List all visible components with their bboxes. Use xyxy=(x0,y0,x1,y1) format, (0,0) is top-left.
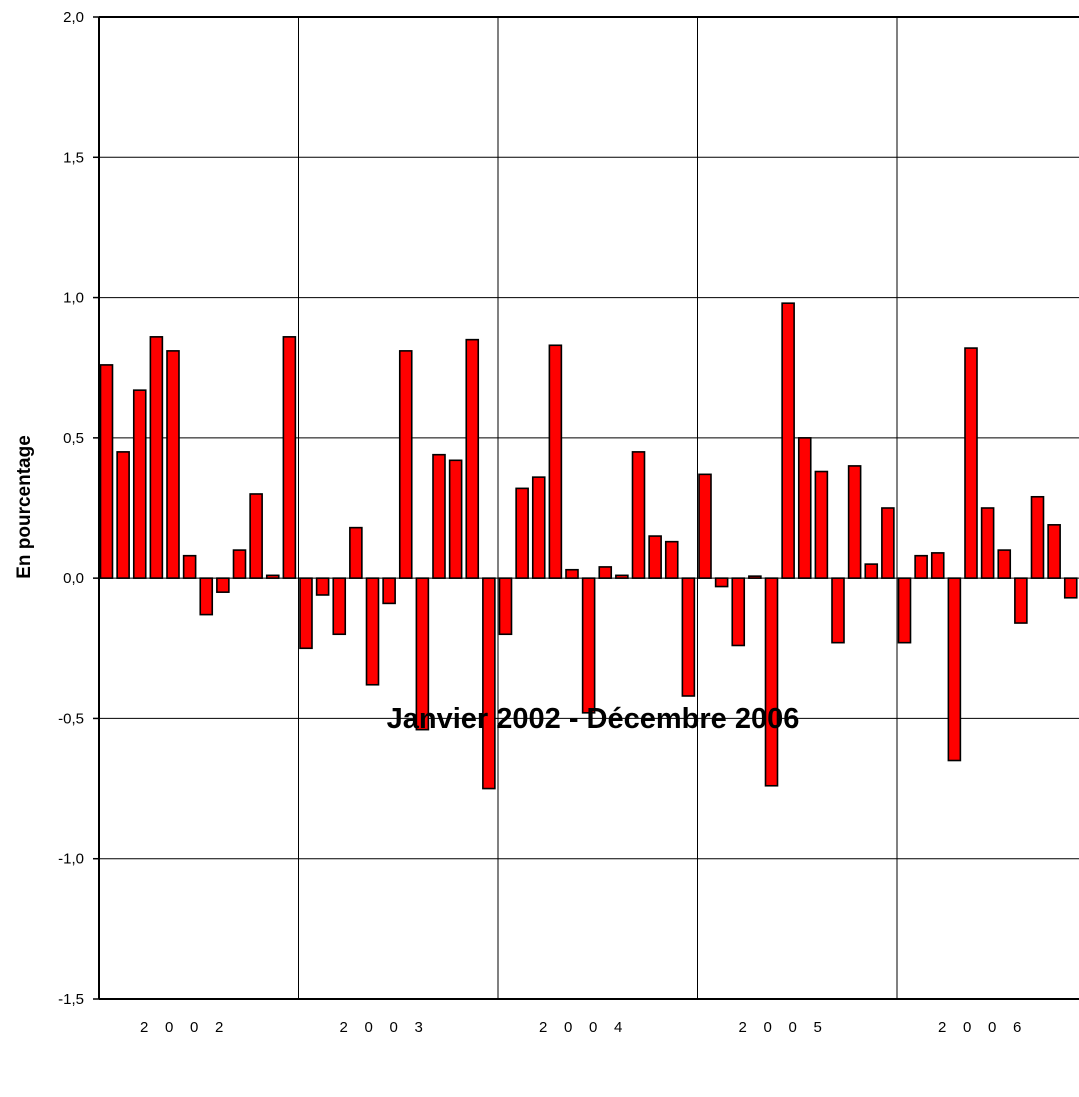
bar xyxy=(149,336,164,579)
bar xyxy=(731,577,746,647)
bar xyxy=(465,338,480,579)
bar xyxy=(498,577,513,636)
x-tick-label-year: 2 0 0 5 xyxy=(739,1019,822,1036)
y-tick-label: 1,0 xyxy=(63,290,84,307)
bar xyxy=(581,577,596,714)
bar xyxy=(881,507,895,579)
x-tick-label-year: 2 0 0 2 xyxy=(140,1019,223,1036)
bar xyxy=(315,577,330,596)
axes xyxy=(93,16,1079,1000)
bar xyxy=(166,350,180,579)
bar xyxy=(980,507,995,579)
bar xyxy=(947,577,962,762)
bar xyxy=(897,577,912,644)
y-tick-label: 0,5 xyxy=(63,430,84,447)
bar xyxy=(664,540,679,579)
bar xyxy=(531,476,546,579)
bar xyxy=(914,554,928,579)
bar xyxy=(797,437,812,579)
bar xyxy=(398,350,413,579)
bar xyxy=(199,577,214,616)
bar xyxy=(930,552,945,579)
bar xyxy=(748,575,762,579)
bar xyxy=(681,577,696,697)
bar xyxy=(448,459,463,579)
bar xyxy=(282,336,297,579)
bars xyxy=(99,302,1078,790)
bar xyxy=(831,577,845,644)
y-tick-label: 0,0 xyxy=(63,570,84,587)
bar xyxy=(997,549,1012,579)
bar xyxy=(565,568,579,579)
bar xyxy=(814,470,829,579)
bar xyxy=(1014,577,1028,624)
bar xyxy=(764,577,779,787)
grid-lines xyxy=(99,16,1079,1000)
bar xyxy=(598,566,613,579)
bar xyxy=(864,563,879,579)
bar xyxy=(847,465,862,579)
bar xyxy=(548,344,563,579)
bar xyxy=(332,577,347,636)
bar xyxy=(382,577,396,605)
bar xyxy=(116,451,130,579)
x-tick-label-year: 2 0 0 3 xyxy=(340,1019,423,1036)
bar xyxy=(615,574,629,579)
bar xyxy=(265,574,280,579)
y-tick-label: -1,5 xyxy=(58,991,84,1008)
bar xyxy=(99,364,114,579)
bar xyxy=(249,493,263,579)
y-tick-label: -0,5 xyxy=(58,710,84,727)
x-tick-label-year: 2 0 0 6 xyxy=(938,1019,1021,1036)
bar xyxy=(1030,495,1045,579)
bar xyxy=(515,487,529,579)
bar xyxy=(648,535,662,579)
bar xyxy=(1063,577,1078,599)
bar xyxy=(631,451,646,579)
bar xyxy=(714,577,729,588)
bar xyxy=(415,577,430,731)
bar xyxy=(698,473,712,579)
bar xyxy=(132,389,147,579)
x-tick-label-year: 2 0 0 4 xyxy=(539,1019,622,1036)
bar xyxy=(432,453,446,579)
bar xyxy=(781,302,795,579)
y-tick-label: 1,5 xyxy=(63,149,84,166)
bar xyxy=(232,549,247,579)
bar xyxy=(365,577,380,686)
y-tick-label: -1,0 xyxy=(58,851,84,868)
bar xyxy=(1047,524,1061,579)
y-tick-labels: -1,5 -1,0 -0,5 0,0 0,5 1,0 1,5 2,0 xyxy=(58,9,84,1008)
x-axis-label: Janvier 2002 - Décembre 2006 xyxy=(387,703,800,735)
y-axis-label: En pourcentage xyxy=(14,435,35,579)
y-tick-label: 2,0 xyxy=(63,9,84,26)
bar xyxy=(964,347,978,579)
bar xyxy=(299,577,313,650)
x-tick-labels: 2 0 0 2 2 0 0 3 2 0 0 4 2 0 0 5 2 0 0 6 xyxy=(140,1019,1021,1036)
bar xyxy=(182,554,197,579)
bar xyxy=(216,577,230,593)
bar xyxy=(349,526,363,579)
bar xyxy=(482,577,496,790)
